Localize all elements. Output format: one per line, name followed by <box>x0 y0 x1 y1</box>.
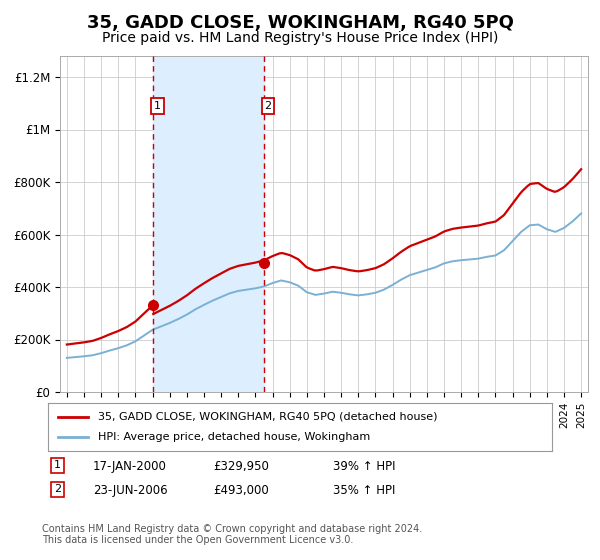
Text: 1: 1 <box>54 460 61 470</box>
Text: 1: 1 <box>154 101 161 111</box>
Text: 35% ↑ HPI: 35% ↑ HPI <box>333 484 395 497</box>
Text: Contains HM Land Registry data © Crown copyright and database right 2024.
This d: Contains HM Land Registry data © Crown c… <box>42 524 422 545</box>
Text: 17-JAN-2000: 17-JAN-2000 <box>93 460 167 473</box>
Text: 2: 2 <box>54 484 61 494</box>
Text: 39% ↑ HPI: 39% ↑ HPI <box>333 460 395 473</box>
Text: 2: 2 <box>265 101 272 111</box>
Text: 23-JUN-2006: 23-JUN-2006 <box>93 484 167 497</box>
Text: 35, GADD CLOSE, WOKINGHAM, RG40 5PQ: 35, GADD CLOSE, WOKINGHAM, RG40 5PQ <box>86 14 514 32</box>
Text: £329,950: £329,950 <box>213 460 269 473</box>
Text: HPI: Average price, detached house, Wokingham: HPI: Average price, detached house, Woki… <box>98 432 371 442</box>
Bar <box>153 56 263 392</box>
Text: 35, GADD CLOSE, WOKINGHAM, RG40 5PQ (detached house): 35, GADD CLOSE, WOKINGHAM, RG40 5PQ (det… <box>98 412 438 422</box>
Text: Price paid vs. HM Land Registry's House Price Index (HPI): Price paid vs. HM Land Registry's House … <box>102 31 498 45</box>
Text: £493,000: £493,000 <box>213 484 269 497</box>
